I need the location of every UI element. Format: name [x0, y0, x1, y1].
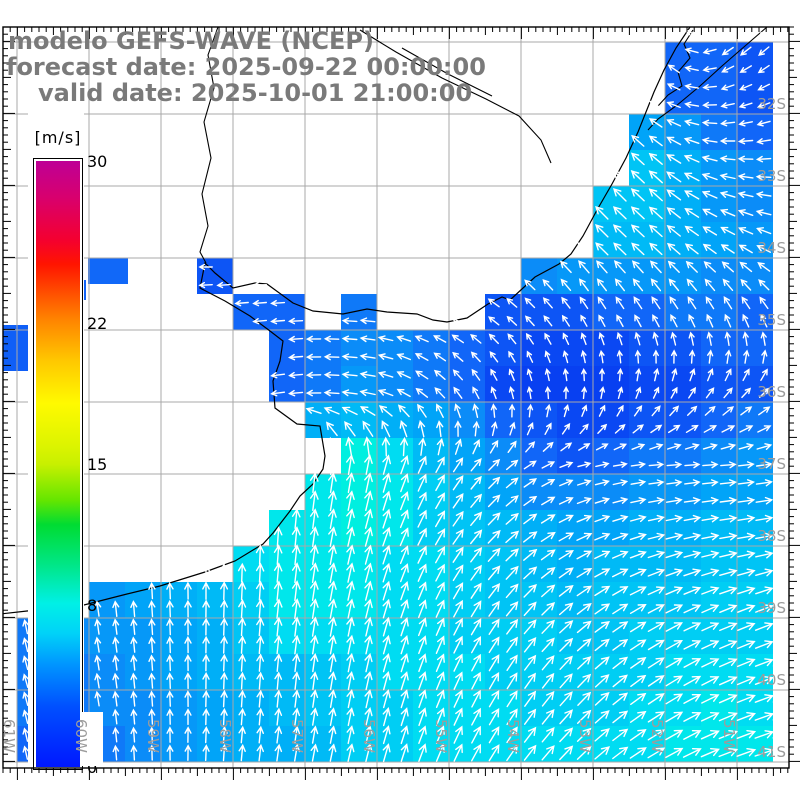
colorbar-tick-label: 8: [87, 596, 98, 616]
forecast-date-label: forecast date: 2025-09-22 00:00:00: [6, 53, 486, 81]
colorbar-tick-label: 30: [87, 152, 108, 171]
title-block: modelo GEFS-WAVE (NCEP) forecast date: 2…: [0, 0, 486, 130]
colorbar: [m/s] 30 22 15 8 0: [28, 112, 107, 780]
valid-date-label: valid date: 2025-10-01 21:00:00: [38, 79, 473, 107]
colorbar-unit-label: [m/s]: [34, 128, 82, 147]
colorbar-gradient-fill: [36, 161, 80, 767]
colorbar-tick-label: 15: [87, 455, 108, 474]
colorbar-tick-label: 22: [87, 313, 108, 333]
colorbar-gradient-bar: [33, 158, 83, 770]
model-title: modelo GEFS-WAVE (NCEP): [8, 27, 374, 55]
label-backdrop: [82, 712, 103, 766]
